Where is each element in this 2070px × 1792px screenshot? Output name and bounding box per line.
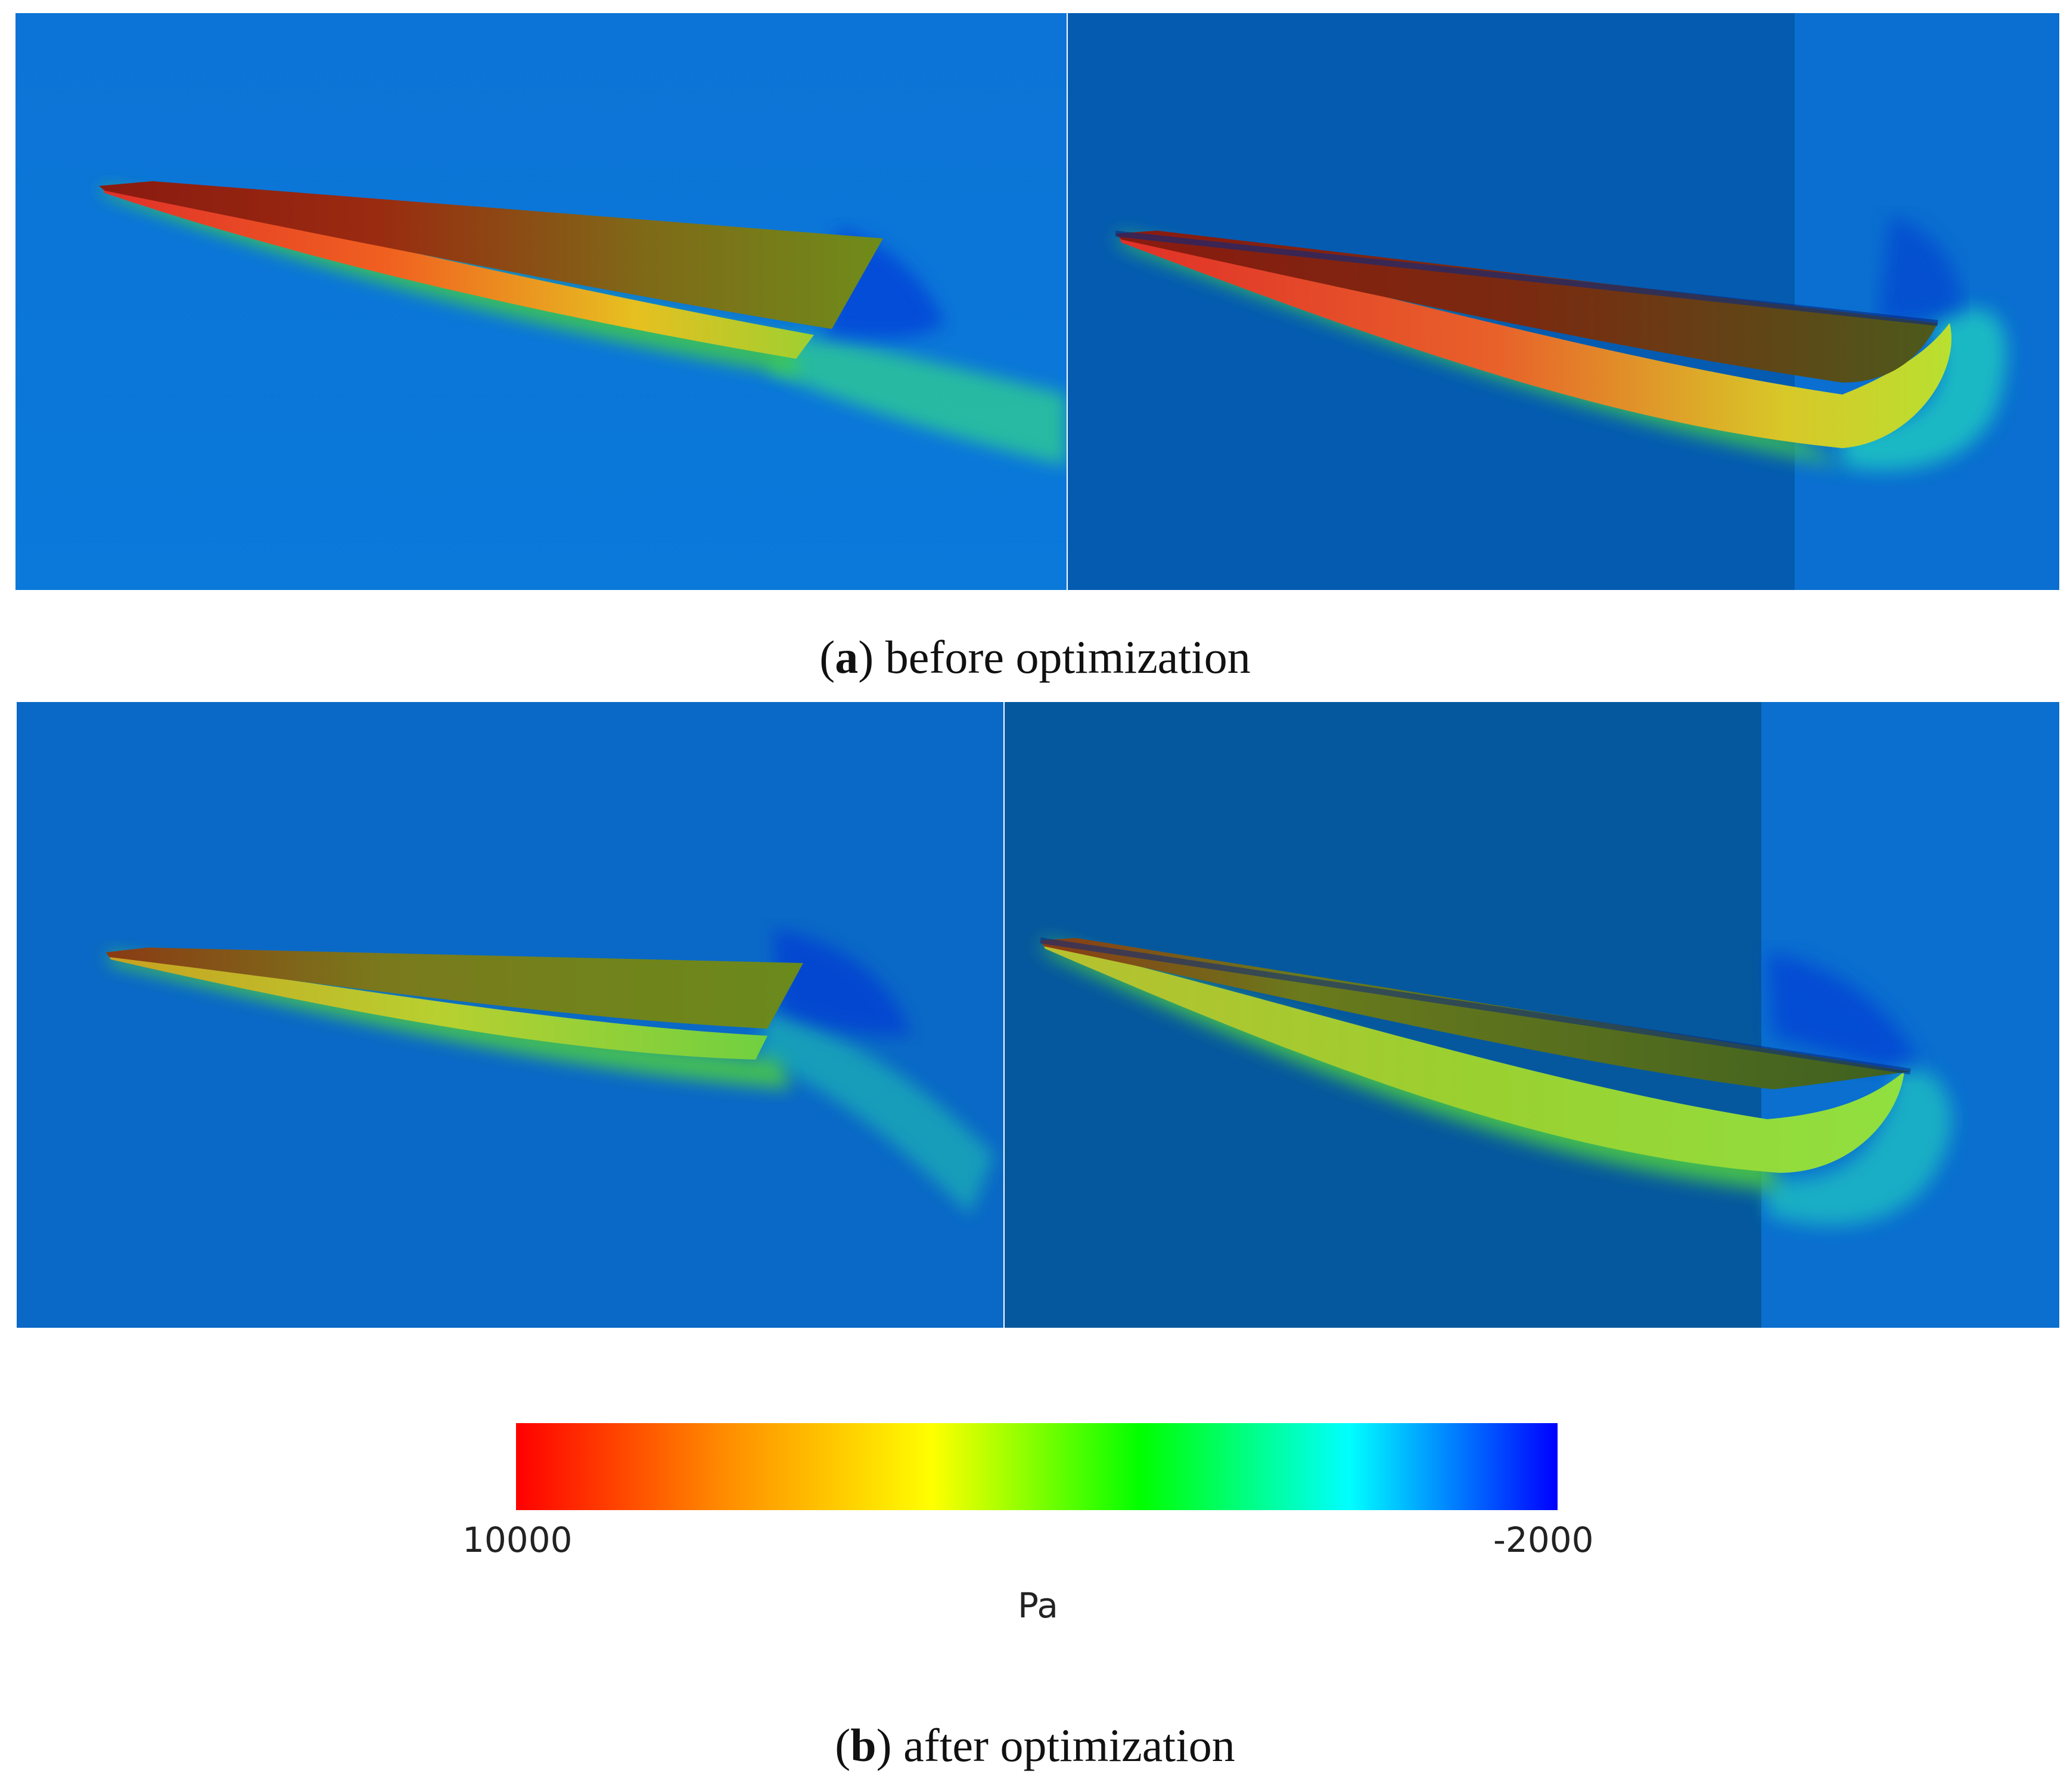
- upper-edge: [1115, 231, 1938, 326]
- upper-edge: [1040, 937, 1911, 1074]
- panel-b-right-pressure-contour: [1005, 702, 2059, 1328]
- caption-a-text: before optimization: [874, 631, 1251, 683]
- caption-b-text: after optimization: [891, 1719, 1235, 1771]
- wake-plume: [756, 1012, 994, 1215]
- low-pressure-region: [1767, 952, 1922, 1072]
- body-top-surface: [99, 181, 883, 329]
- caption-a-letter: a: [835, 631, 859, 683]
- panel-b-left-pressure-contour: [17, 702, 1003, 1328]
- caption-b-letter: b: [850, 1719, 877, 1771]
- caption-a: (a) before optimization: [819, 631, 1251, 683]
- colorbar-min-label: -2000: [1493, 1520, 1594, 1560]
- caption-b: (b) after optimization: [835, 1719, 1235, 1771]
- wake-plume: [766, 335, 1067, 466]
- colorbar-max-label: 10000: [462, 1520, 573, 1560]
- halo: [1767, 1060, 1952, 1225]
- body-top-surface: [1115, 231, 1938, 383]
- low-pressure-region: [773, 928, 910, 1036]
- panel-a-right-pressure-contour: [1068, 13, 2059, 590]
- lower-surface: [107, 954, 767, 1060]
- body-top-surface: [106, 948, 803, 1029]
- pressure-colorbar: [516, 1423, 1558, 1510]
- lower-surface: [1118, 235, 1952, 448]
- lower-surface: [102, 187, 814, 359]
- panel-a-left-pressure-contour: [15, 13, 1067, 590]
- low-pressure-region: [1878, 216, 1962, 323]
- colorbar-unit-label: Pa: [1018, 1585, 1058, 1626]
- lower-surface: [1042, 942, 1904, 1173]
